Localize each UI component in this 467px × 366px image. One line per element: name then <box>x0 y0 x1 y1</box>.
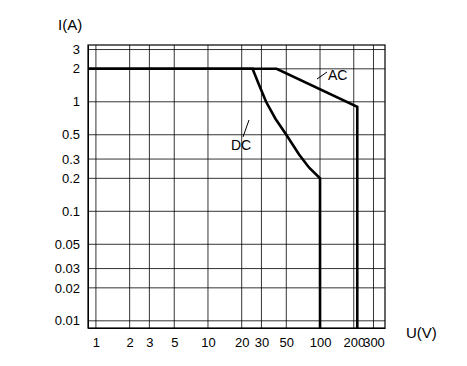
y-tick: 0.5 <box>62 127 88 142</box>
grid-line <box>88 211 385 212</box>
y-tick: 0.05 <box>55 237 88 252</box>
x-tick-label: 100 <box>310 335 332 350</box>
y-tick-label: 0.01 <box>55 313 80 328</box>
x-tick: 20 <box>235 328 249 350</box>
y-tick: 0.03 <box>55 261 88 276</box>
series-label: DC <box>231 137 251 153</box>
y-tick: 0.01 <box>55 313 88 328</box>
label-leader <box>317 72 327 79</box>
y-axis: 0.01 0.02 0.03 0.05 0.1 0.2 0.3 0.5 1 2 3 <box>55 42 89 328</box>
series-label: AC <box>328 67 347 83</box>
grid-line <box>373 45 374 328</box>
y-tick: 2 <box>73 61 88 76</box>
grid-line <box>88 268 385 269</box>
grid-line <box>88 49 385 50</box>
y-tick-label: 0.1 <box>62 204 80 219</box>
y-axis-title: I(A) <box>58 16 82 33</box>
x-tick-label: 2 <box>127 335 134 350</box>
x-tick: 2 <box>127 328 134 350</box>
grid-line <box>88 101 385 102</box>
grid-line <box>149 45 150 328</box>
x-tick: 100 <box>310 328 332 350</box>
x-tick-label: 30 <box>255 335 269 350</box>
x-tick-label: 50 <box>280 335 294 350</box>
label-leader <box>243 120 249 137</box>
grid-line <box>88 178 385 179</box>
grid-line <box>95 45 96 328</box>
y-tick: 0.3 <box>62 152 88 167</box>
x-tick: 10 <box>201 328 215 350</box>
x-tick-label: 10 <box>201 335 215 350</box>
grid-line <box>129 45 130 328</box>
grid <box>88 45 385 328</box>
grid-line <box>174 45 175 328</box>
y-tick-label: 1 <box>73 94 80 109</box>
y-tick-label: 0.3 <box>62 152 80 167</box>
x-tick: 50 <box>280 328 294 350</box>
x-tick-label: 5 <box>171 335 178 350</box>
grid-line <box>88 134 385 135</box>
x-axis-line <box>89 328 386 329</box>
grid-line <box>207 45 208 328</box>
grid-line <box>241 45 242 328</box>
y-tick: 1 <box>73 94 88 109</box>
y-tick-label: 0.03 <box>55 261 80 276</box>
y-tick-label: 0.5 <box>62 127 80 142</box>
x-tick: 1 <box>93 328 100 350</box>
series-line <box>88 69 320 328</box>
series-group <box>88 69 357 328</box>
grid-line <box>353 45 354 328</box>
y-tick: 0.02 <box>55 281 88 296</box>
grid-line <box>286 45 287 328</box>
x-tick: 5 <box>171 328 178 350</box>
y-tick-label: 3 <box>73 42 80 57</box>
x-tick: 300 <box>363 328 385 350</box>
chart: 1235102030501002003000.010.020.030.050.1… <box>0 0 467 366</box>
x-tick-label: 300 <box>363 335 385 350</box>
x-axis: 1 23 5 10 20 30 50 100 200300 <box>89 328 386 350</box>
x-tick: 200 <box>343 328 365 350</box>
y-tick: 3 <box>73 42 88 57</box>
x-tick: 3 <box>146 328 153 350</box>
x-tick-label: 1 <box>93 335 100 350</box>
x-tick-label: 3 <box>146 335 153 350</box>
x-axis-title: U(V) <box>406 324 437 341</box>
y-axis-line <box>88 46 89 329</box>
y-tick: 0.1 <box>62 204 88 219</box>
x-tick-label: 200 <box>343 335 365 350</box>
plot-frame <box>88 45 385 328</box>
y-tick-label: 0.2 <box>62 171 80 186</box>
grid-line <box>88 320 385 321</box>
grid-line <box>88 244 385 245</box>
series-line <box>88 69 357 328</box>
y-tick: 0.2 <box>62 171 88 186</box>
y-tick-label: 0.02 <box>55 281 80 296</box>
x-tick-label: 20 <box>235 335 249 350</box>
x-tick: 30 <box>255 328 269 350</box>
grid-line <box>88 159 385 160</box>
grid-line <box>88 287 385 288</box>
y-tick-label: 0.05 <box>55 237 80 252</box>
y-tick-label: 2 <box>73 61 80 76</box>
